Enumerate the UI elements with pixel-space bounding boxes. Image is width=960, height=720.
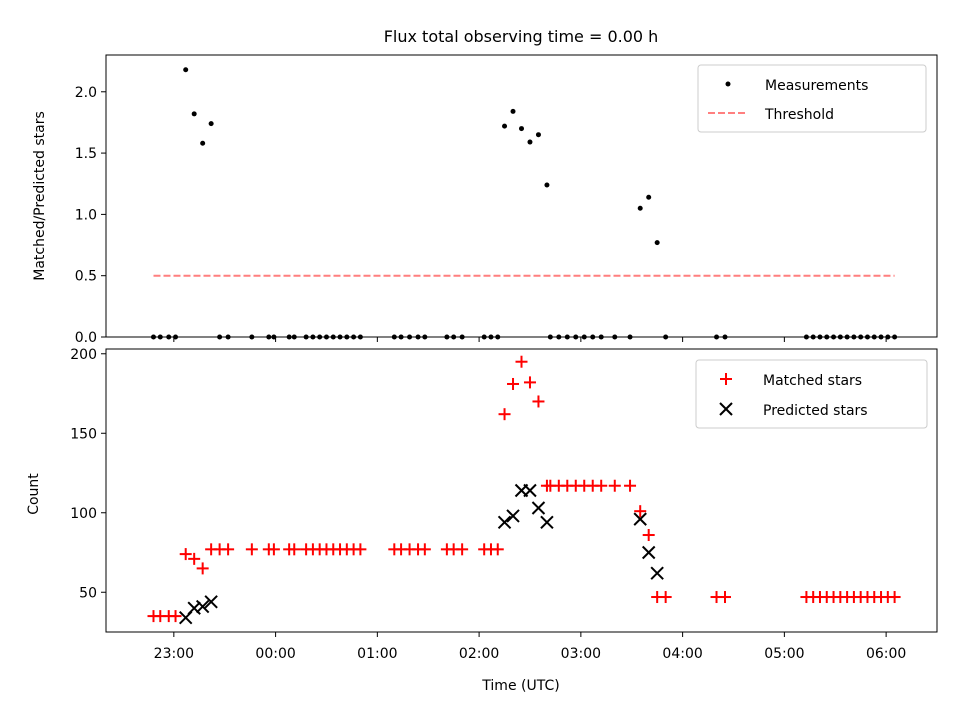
- ratio-y-tick-label: 2.0: [75, 85, 97, 101]
- measurement-point: [502, 123, 508, 129]
- ratio-y-axis: 0.0 0.5 1.0 1.5 2.0: [75, 85, 887, 346]
- count-plot-area: [147, 355, 901, 625]
- matched-star-point: [532, 395, 545, 408]
- measurement-point: [208, 121, 214, 127]
- count-y-tick-label: 50: [79, 585, 97, 601]
- matched-star-point: [188, 552, 201, 565]
- matched-star-point: [222, 543, 235, 556]
- legend-threshold-label: Threshold: [764, 107, 834, 123]
- measurement-point: [519, 126, 524, 132]
- ratio-y-tick-label: 0.5: [75, 269, 97, 285]
- matched-star-point: [719, 591, 732, 604]
- count-y-axis-label: Count: [26, 473, 42, 515]
- x-tick-label: 02:00: [459, 646, 499, 662]
- measurement-point: [535, 132, 541, 138]
- measurement-point: [544, 182, 550, 188]
- measurement-point: [183, 67, 189, 73]
- matched-star-point: [659, 591, 672, 604]
- matched-star-point: [608, 479, 621, 492]
- ratio-y-tick-label: 0.0: [75, 330, 97, 346]
- matched-star-point: [507, 377, 520, 390]
- predicted-star-point: [506, 509, 520, 523]
- measurement-point: [527, 139, 533, 145]
- count-legend-box: [695, 359, 928, 429]
- predicted-star-point: [523, 483, 537, 498]
- count-y-tick-label: 150: [70, 426, 97, 442]
- x-tick-label: 05:00: [764, 646, 804, 662]
- predicted-star-point: [204, 595, 218, 609]
- measurement-point: [637, 205, 643, 211]
- ratio-y-tick-label: 1.0: [75, 207, 97, 223]
- measurement-point: [191, 111, 197, 117]
- x-tick-label: 03:00: [561, 646, 601, 662]
- ratio-legend: Measurements Threshold: [697, 64, 927, 133]
- count-axes-frame: [105, 348, 938, 633]
- predicted-star-point: [641, 545, 656, 560]
- legend-measurements-label: Measurements: [765, 78, 868, 94]
- legend-matched-label: Matched stars: [763, 373, 862, 389]
- predicted-star-point: [195, 599, 210, 614]
- legend-measurements-marker: [725, 81, 731, 87]
- matched-star-point: [196, 562, 209, 575]
- count-axes-ticks: 50 100 150 200 23:00 00:00 01:00 02:00 03:00 04:0…: [70, 347, 906, 662]
- count-legend: Matched stars Predicted stars: [695, 359, 928, 429]
- matched-star-point: [354, 543, 367, 556]
- x-axis-label: Time (UTC): [481, 678, 559, 694]
- count-y-tick-label: 100: [70, 506, 97, 522]
- legend-matched-marker: [720, 373, 732, 385]
- ratio-axes-frame: [105, 54, 938, 338]
- ratio-y-tick-label: 1.5: [75, 146, 97, 162]
- matched-star-point: [595, 479, 608, 492]
- matched-star-point: [888, 591, 901, 604]
- legend-predicted-marker: [719, 402, 733, 416]
- matched-star-point: [491, 543, 504, 556]
- matched-star-point: [267, 543, 280, 556]
- predicted-star-point: [650, 566, 664, 580]
- ratio-legend-box: [697, 64, 927, 133]
- matched-star-point: [288, 543, 301, 556]
- figure-title: Flux total observing time = 0.00 h: [384, 27, 659, 46]
- matched-star-point: [179, 548, 192, 561]
- predicted-star-point: [540, 515, 554, 530]
- x-tick-label: 01:00: [357, 646, 397, 662]
- predicted-star-point: [531, 501, 546, 515]
- matched-star-point: [418, 543, 431, 556]
- ratio-y-axis-label: Matched/Predicted stars: [32, 111, 48, 281]
- measurement-point: [510, 108, 516, 114]
- measurement-point: [646, 194, 652, 200]
- x-tick-label: 04:00: [662, 646, 702, 662]
- predicted-star-point: [187, 601, 201, 615]
- matched-star-point: [169, 610, 182, 623]
- matched-star-point: [456, 543, 469, 556]
- measurement-point: [200, 140, 206, 146]
- count-y-tick-label: 200: [70, 347, 97, 363]
- x-tick-label: 00:00: [255, 646, 295, 662]
- matched-star-point: [515, 355, 528, 368]
- predicted-star-point: [633, 512, 647, 526]
- x-tick-label: 23:00: [154, 646, 194, 662]
- matched-star-point: [624, 479, 637, 492]
- ratio-panel: 0.00.51.01.52.0 Matched/Predicted stars …: [32, 54, 938, 346]
- measurement-point: [654, 240, 660, 246]
- matched-star-point: [498, 408, 511, 421]
- x-tick-label: 06:00: [866, 646, 906, 662]
- matched-star-point: [634, 505, 647, 518]
- count-panel: 50 100 150 200 23:00 00:00 01:00 02:00 03:00 04:0…: [26, 347, 938, 694]
- matched-star-point: [523, 376, 536, 389]
- matched-star-point: [642, 529, 655, 542]
- matched-star-point: [245, 543, 258, 556]
- predicted-star-point: [497, 515, 512, 530]
- legend-predicted-label: Predicted stars: [763, 403, 868, 419]
